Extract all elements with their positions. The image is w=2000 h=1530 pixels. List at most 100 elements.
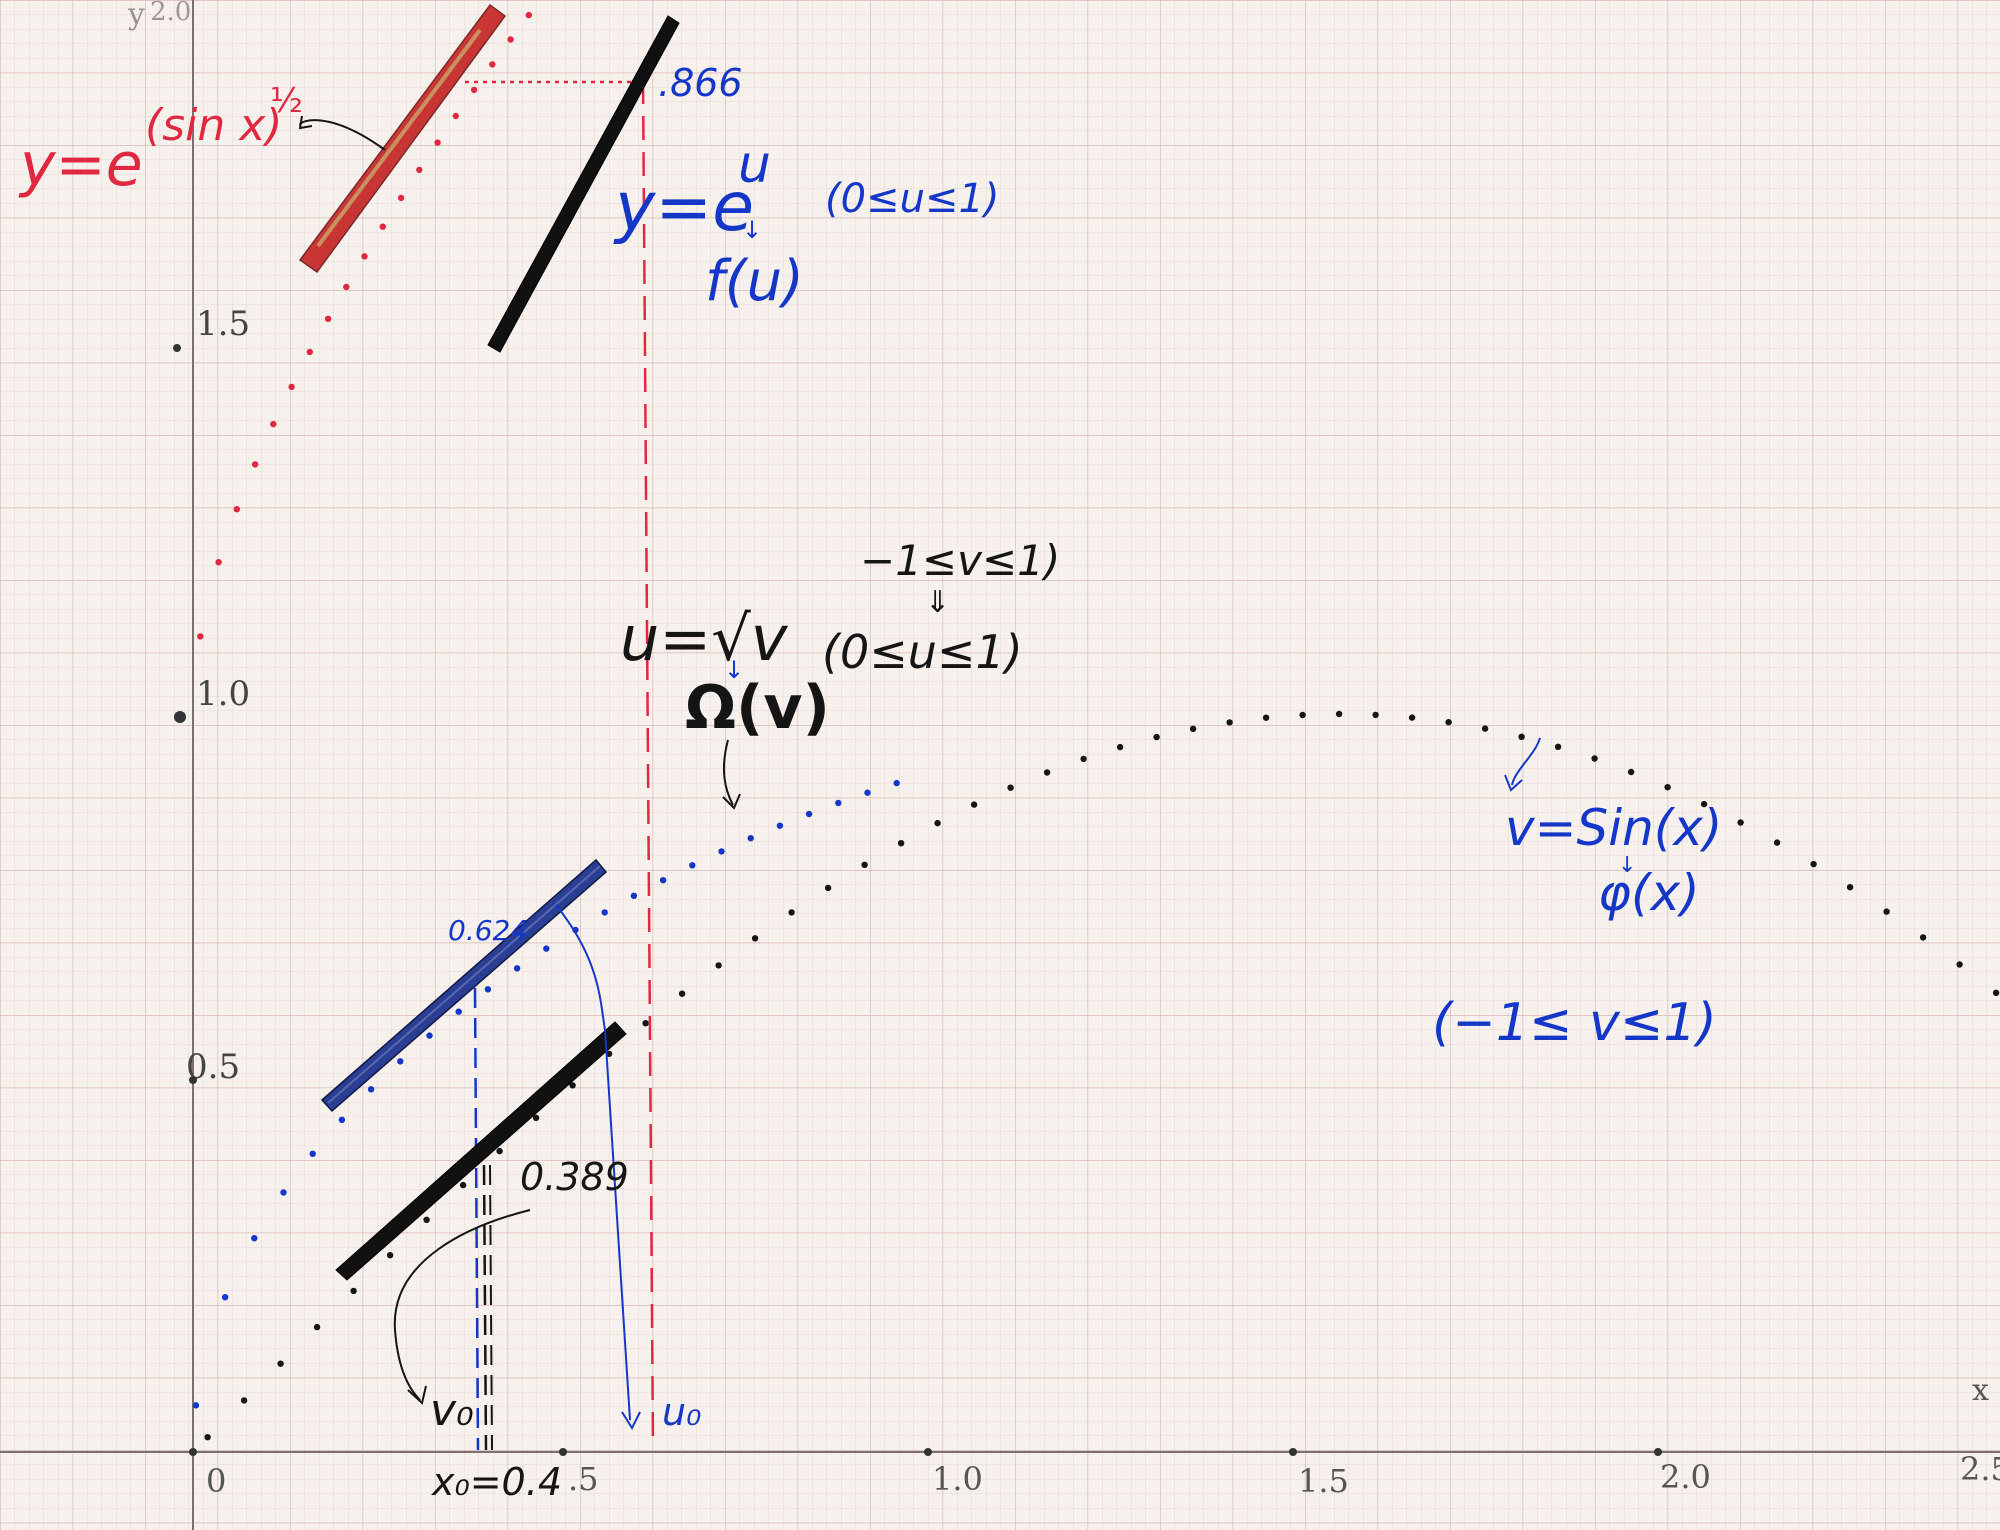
sqrt-sin-curve-dot bbox=[630, 892, 638, 899]
value-866: .866 bbox=[658, 61, 743, 105]
sqrt-sin-curve-dot bbox=[893, 779, 900, 787]
x-tick-2.5: 2.5 bbox=[1960, 1450, 2000, 1488]
sqrt-sin-curve-dot bbox=[309, 1150, 316, 1158]
sin-curve-dot bbox=[642, 1020, 649, 1027]
sin-curve-dot bbox=[1445, 719, 1452, 726]
x-tick-2.0: 2.0 bbox=[1660, 1458, 1711, 1496]
sqrt-sin-curve-dot bbox=[864, 789, 871, 796]
omega-arrow bbox=[722, 739, 734, 806]
x-tick-1.0: 1.0 bbox=[932, 1460, 983, 1498]
v0-label: v₀ bbox=[430, 1385, 474, 1436]
black-arrow-to-v0 bbox=[393, 1209, 531, 1401]
sin-curve-dot bbox=[386, 1252, 394, 1259]
y-tick-2.0: 2.0 bbox=[150, 0, 191, 27]
sin-curve-dot bbox=[1992, 989, 2000, 996]
sin-curve-dot bbox=[1189, 725, 1197, 732]
red-formula-exponent: (sin x) bbox=[145, 100, 282, 151]
blue-arrow-head-u0 bbox=[621, 1411, 641, 1431]
sin-curve-dot bbox=[1700, 800, 1708, 808]
sin-curve-dot bbox=[459, 1181, 467, 1189]
exp-sqrt-sin-curve-dot bbox=[379, 223, 386, 230]
omega-arrow-head bbox=[722, 793, 741, 810]
phi-arrow-small: ↓ bbox=[1618, 853, 1636, 878]
sqrt-sin-curve-dot bbox=[484, 986, 492, 993]
red-formula-base: y=e bbox=[18, 130, 143, 200]
omega-range-arrow: ⇓ bbox=[925, 585, 950, 620]
black-dashed-vertical-x0-b bbox=[489, 1164, 493, 1451]
omega-range-bottom: (0≤u≤1) bbox=[822, 625, 1023, 679]
phi-arrow bbox=[1511, 737, 1541, 786]
sin-curve-dot bbox=[678, 990, 686, 997]
exp-sqrt-sin-curve-dot bbox=[251, 461, 259, 468]
red-tangent-stick bbox=[298, 3, 507, 274]
sin-curve-dot bbox=[1007, 784, 1014, 791]
sqrt-sin-curve-dot bbox=[805, 810, 813, 818]
exp-sqrt-sin-curve-dot bbox=[288, 383, 295, 391]
sin-curve-dot bbox=[751, 935, 759, 942]
sqrt-sin-curve-dot bbox=[513, 965, 521, 972]
f-formula-exponent: u bbox=[738, 135, 771, 195]
sin-curve-dot bbox=[1335, 710, 1343, 718]
sin-curve-dot bbox=[861, 861, 868, 868]
sqrt-sin-curve-dot bbox=[367, 1086, 375, 1093]
sin-curve-dot bbox=[1956, 961, 1963, 968]
exp-sqrt-sin-curve-dot bbox=[434, 139, 441, 146]
sin-curve-dot bbox=[1664, 784, 1671, 791]
exp-sqrt-sin-curve-dot bbox=[215, 559, 222, 566]
y-axis-label: y bbox=[127, 0, 145, 32]
phi-arrow-head bbox=[1504, 774, 1523, 792]
exp-sqrt-sin-curve-dot bbox=[270, 420, 277, 428]
exp-sqrt-sin-curve-dot bbox=[525, 11, 532, 19]
sin-curve-dot bbox=[1481, 725, 1489, 732]
omega-name: Ω(v) bbox=[685, 673, 830, 743]
exp-sqrt-sin-curve-dot bbox=[197, 633, 204, 640]
dotted-curve-exp-sqrt-sin bbox=[197, 11, 532, 640]
sin-curve-dot bbox=[788, 909, 795, 916]
sin-curve-dot bbox=[1810, 860, 1817, 868]
phi-range: (−1≤ v≤1) bbox=[1432, 993, 1717, 1053]
exp-sqrt-sin-curve-dot bbox=[416, 166, 423, 174]
exp-sqrt-sin-curve-dot bbox=[233, 506, 240, 513]
sin-curve-dot bbox=[1299, 711, 1306, 719]
sqrt-sin-curve-dot bbox=[455, 1008, 462, 1015]
sin-curve-dot bbox=[1591, 755, 1598, 762]
exp-sqrt-sin-curve-dot bbox=[507, 36, 514, 43]
sin-curve-dot bbox=[1737, 819, 1744, 826]
exp-sqrt-sin-curve-dot bbox=[489, 61, 496, 68]
sin-curve-dot bbox=[569, 1082, 576, 1089]
sin-curve-dot bbox=[1372, 711, 1379, 719]
sin-curve-dot bbox=[1226, 719, 1233, 726]
sin-curve-dot bbox=[313, 1323, 321, 1331]
x-tick-0.5: .5 bbox=[568, 1460, 599, 1498]
dotted-curve-sin bbox=[204, 710, 2000, 1441]
f-name: f(u) bbox=[705, 249, 804, 314]
sqrt-sin-curve-dot bbox=[601, 909, 608, 916]
f-arrow: ↓ bbox=[742, 216, 762, 244]
y-tick-1.5: 1.5 bbox=[196, 304, 250, 344]
x0-label: x₀=0.4 bbox=[431, 1460, 562, 1504]
exp-sqrt-sin-curve-dot bbox=[470, 86, 478, 94]
omega-formula: u=√v bbox=[620, 602, 789, 675]
exp-sqrt-sin-curve-dot bbox=[343, 283, 350, 291]
f-formula-range: (0≤u≤1) bbox=[825, 176, 1000, 222]
sin-curve-dot bbox=[1080, 755, 1087, 763]
sin-curve-dot bbox=[277, 1360, 284, 1367]
sin-curve-dot bbox=[715, 962, 722, 969]
sqrt-sin-curve-dot bbox=[659, 877, 667, 884]
sqrt-sin-curve-dot bbox=[689, 862, 696, 869]
sin-curve-dot bbox=[423, 1216, 430, 1224]
sin-curve-dot bbox=[350, 1287, 357, 1295]
exp-sqrt-sin-curve-dot bbox=[452, 112, 459, 120]
sin-curve-dot bbox=[240, 1397, 248, 1404]
phi-formula: v=Sin(x) bbox=[1505, 799, 1722, 857]
red-dashed-vertical-u0 bbox=[641, 79, 655, 1449]
sin-curve-dot bbox=[824, 884, 832, 892]
sin-curve-dot bbox=[1262, 714, 1270, 721]
sin-curve-dot bbox=[204, 1434, 211, 1441]
exp-sqrt-sin-curve-dot bbox=[361, 253, 368, 260]
red-formula-fraction: ½ bbox=[270, 81, 303, 121]
sqrt-sin-curve-dot bbox=[426, 1032, 433, 1039]
black-arrow-head-v0 bbox=[407, 1385, 427, 1405]
